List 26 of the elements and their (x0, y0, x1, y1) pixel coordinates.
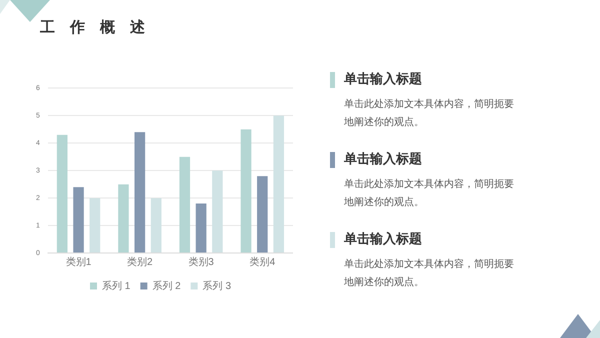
text: 单击输入标题 (344, 70, 423, 88)
x-tick-label: 类别1 (66, 256, 92, 268)
bar (134, 132, 146, 252)
bar (196, 204, 206, 252)
legend-label: 系列 1 (102, 280, 131, 292)
bar (118, 184, 129, 252)
bar (90, 198, 100, 252)
x-tick-label: 类别3 (188, 256, 214, 268)
legend-label: 系列 3 (202, 280, 232, 292)
text: 单击输入标题 (344, 150, 423, 168)
bar (273, 116, 284, 252)
text: 单击输入标题 (344, 230, 423, 248)
bar (73, 187, 84, 252)
x-tick-label: 类别2 (127, 256, 154, 268)
bar (179, 156, 190, 252)
text: 单击此处添加文本具体内容，简明扼要地阐述你的观点。 (344, 98, 515, 130)
x-tick-label: 类别4 (250, 256, 276, 268)
chart-title: 工 作 概 述 (40, 18, 145, 37)
bar (56, 134, 68, 252)
bar (240, 129, 252, 252)
bar (257, 176, 268, 252)
text: 单击此处添加文本具体内容，简明扼要地阐述你的观点。 (344, 258, 515, 290)
bar (150, 198, 162, 252)
text: 单击此处添加文本具体内容，简明扼要地阐述你的观点。 (344, 178, 515, 210)
legend-label: 系列 2 (152, 280, 182, 292)
bar (212, 170, 223, 252)
